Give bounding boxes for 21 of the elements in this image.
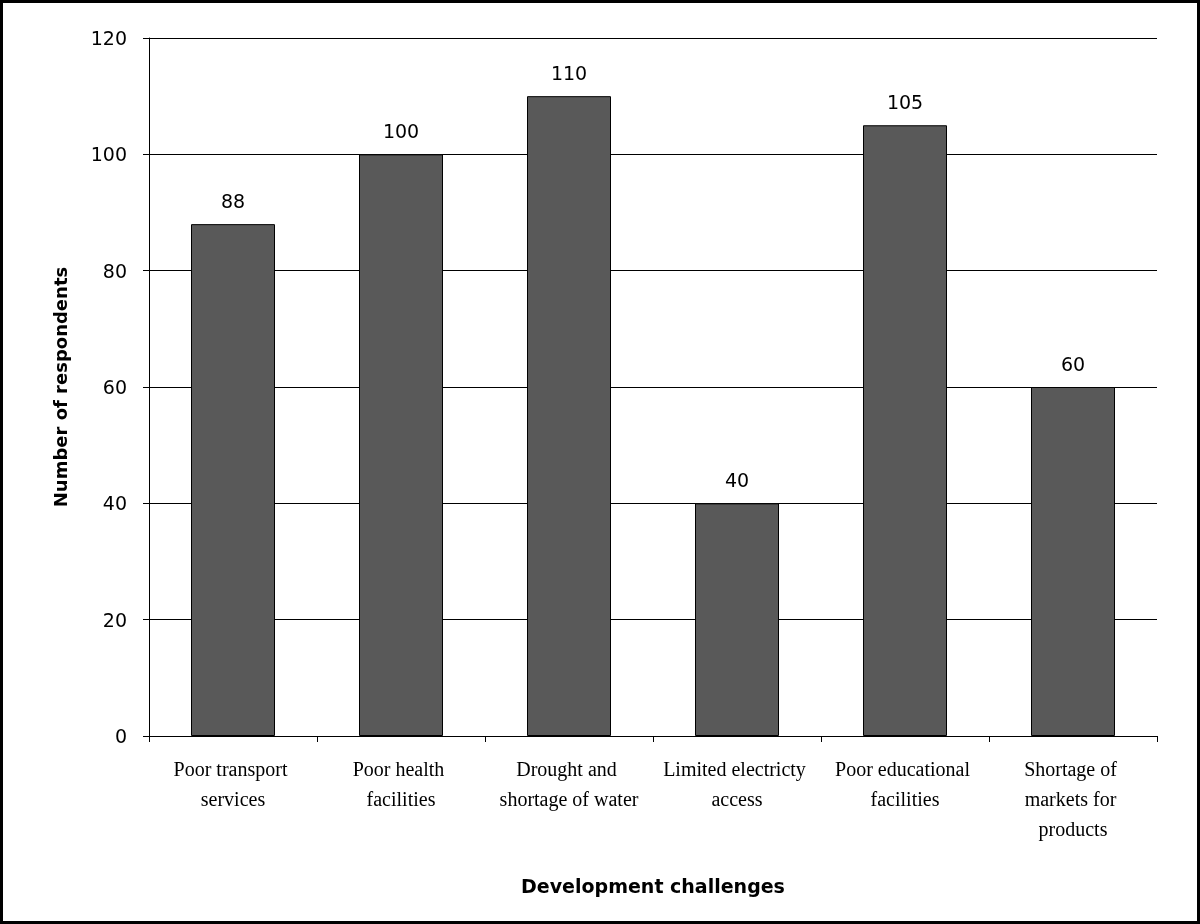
y-axis-title: Number of respondents xyxy=(49,266,71,508)
data-label: 60 xyxy=(1060,352,1086,375)
x-tick-label: Drought and shortage of water xyxy=(499,758,639,811)
data-label: 110 xyxy=(550,61,588,84)
x-axis-title: Development challenges xyxy=(521,874,785,897)
y-tick-label: 60 xyxy=(102,376,127,398)
y-tick-label: 20 xyxy=(102,608,127,631)
y-tick-label: 100 xyxy=(90,143,127,166)
y-tick-label: 80 xyxy=(102,259,127,282)
x-tick-label: Limited electricty access xyxy=(663,758,811,810)
y-tick-label: 40 xyxy=(102,492,127,515)
x-tick-label: Shortage of markets for products xyxy=(1024,758,1122,841)
y-tick-label: 0 xyxy=(114,725,127,747)
y-tick-label: 120 xyxy=(90,27,127,49)
x-tick-label: Poor educational facilities xyxy=(835,758,975,810)
data-label: 88 xyxy=(220,189,246,212)
x-tick-label: Poor health facilities xyxy=(352,758,450,810)
data-label: 40 xyxy=(724,468,750,491)
data-label: 100 xyxy=(382,119,420,142)
x-tick-label: Poor transport services xyxy=(173,758,293,810)
data-label: 105 xyxy=(886,90,924,113)
